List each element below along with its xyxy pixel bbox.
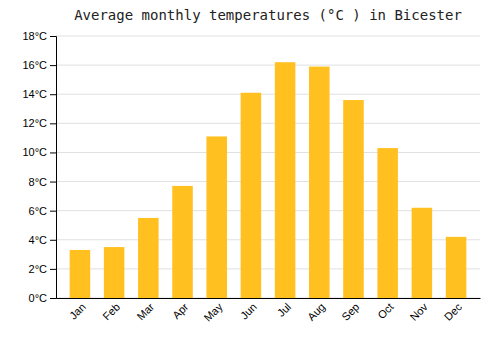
grid-line xyxy=(56,65,480,66)
bar xyxy=(104,247,125,298)
y-tick-mark xyxy=(50,152,56,153)
y-tick-mark xyxy=(50,65,56,66)
x-tick-label: Jan xyxy=(67,301,88,322)
x-tick-label: Sep xyxy=(339,301,361,323)
y-tick-label: 10°C xyxy=(22,146,47,158)
y-tick-mark xyxy=(50,298,56,299)
bar xyxy=(412,208,433,298)
x-tick-label: Mar xyxy=(134,300,156,322)
x-tick-label: Nov xyxy=(408,300,431,323)
bar xyxy=(446,237,467,298)
grid-line xyxy=(56,181,480,182)
y-tick: 12°C xyxy=(22,117,56,129)
y-tick-mark xyxy=(50,211,56,212)
y-axis: 0°C 2°C 4°C 6°C 8°C 10°C 12°C 14°C 16°C 18°C xyxy=(22,30,56,304)
bars xyxy=(70,62,467,298)
chart-container: Jan Feb Mar Apr May Jun Jul Aug Sep Oct Nov Dec 0°C 2… xyxy=(0,0,500,350)
bar xyxy=(241,93,262,298)
x-tick-label: Dec xyxy=(442,300,465,323)
y-tick: 4°C xyxy=(29,234,56,246)
y-tick-label: 0°C xyxy=(29,292,48,304)
x-tick-label: Feb xyxy=(100,301,122,323)
y-tick-label: 2°C xyxy=(29,263,48,275)
bar xyxy=(377,148,398,298)
grid xyxy=(56,36,480,298)
x-tick: Mar xyxy=(134,300,156,322)
axis-line xyxy=(57,298,481,299)
y-tick-label: 4°C xyxy=(29,234,48,246)
y-tick-mark xyxy=(50,269,56,270)
x-tick: Jul xyxy=(275,301,293,319)
y-tick: 8°C xyxy=(29,176,56,188)
y-tick: 16°C xyxy=(22,59,56,71)
y-tick-label: 6°C xyxy=(29,205,48,217)
y-tick-label: 8°C xyxy=(29,176,48,188)
x-tick: May xyxy=(202,300,226,324)
grid-line xyxy=(56,152,480,153)
axis-line xyxy=(50,37,57,299)
grid-line xyxy=(56,123,480,124)
x-tick: Dec xyxy=(442,300,465,323)
y-tick: 2°C xyxy=(29,263,56,275)
bar xyxy=(206,136,227,298)
grid-line xyxy=(56,94,480,95)
y-tick-label: 12°C xyxy=(22,117,47,129)
bar xyxy=(138,218,159,298)
x-tick: Sep xyxy=(339,301,361,323)
x-tick: Aug xyxy=(305,301,327,323)
bar xyxy=(275,62,296,298)
x-tick: Jan xyxy=(67,301,88,322)
x-tick-label: Aug xyxy=(305,301,327,323)
y-tick: 18°C xyxy=(22,30,56,42)
grid-line xyxy=(56,36,480,37)
bar xyxy=(70,250,91,298)
y-tick-mark xyxy=(50,94,56,95)
y-tick-label: 14°C xyxy=(22,88,47,100)
y-tick: 0°C xyxy=(29,292,56,304)
x-tick: Oct xyxy=(375,301,396,322)
y-tick-mark xyxy=(50,123,56,124)
x-tick-label: Oct xyxy=(375,301,396,322)
x-tick-label: Jul xyxy=(275,301,293,319)
x-tick: Feb xyxy=(100,301,122,323)
x-tick: Nov xyxy=(408,300,431,323)
bar xyxy=(172,186,193,298)
chart: Jan Feb Mar Apr May Jun Jul Aug Sep Oct Nov Dec 0°C 2… xyxy=(0,0,500,350)
title: Average monthly temperatures (°C ) in Bi… xyxy=(74,7,462,23)
x-tick-label: May xyxy=(202,300,226,324)
y-tick-label: 18°C xyxy=(22,30,47,42)
y-tick-label: 16°C xyxy=(22,59,47,71)
y-tick: 14°C xyxy=(22,88,56,100)
y-tick: 6°C xyxy=(29,205,56,217)
x-tick-label: Apr xyxy=(170,300,191,321)
x-tick: Jun xyxy=(238,301,259,322)
x-axis: Jan Feb Mar Apr May Jun Jul Aug Sep Oct Nov Dec xyxy=(57,299,481,324)
x-tick-label: Jun xyxy=(238,301,259,322)
bar xyxy=(343,100,364,298)
x-tick: Apr xyxy=(170,300,191,321)
y-tick: 10°C xyxy=(22,146,56,158)
bar xyxy=(309,67,330,298)
y-tick-mark xyxy=(50,182,56,183)
y-tick-mark xyxy=(50,240,56,241)
y-tick-mark xyxy=(50,36,56,37)
